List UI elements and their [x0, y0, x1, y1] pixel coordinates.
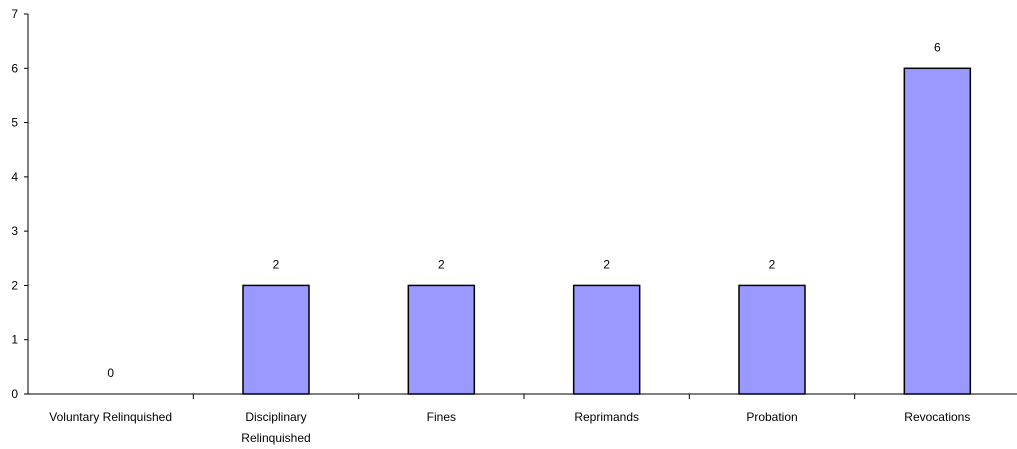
data-labels: 0 2 2 2 2 6 — [107, 40, 941, 380]
y-tick-label: 2 — [11, 278, 18, 292]
category-labels: Voluntary Relinquished Disciplinary Relinq… — [49, 410, 970, 445]
bar — [407, 284, 476, 395]
y-tick-label: 6 — [11, 61, 18, 75]
y-tick-label: 3 — [11, 224, 18, 238]
data-label: 2 — [273, 257, 280, 271]
y-tick-label: 7 — [11, 7, 18, 21]
y-tick-label: 1 — [11, 333, 18, 347]
y-tick-label: 5 — [11, 116, 18, 130]
y-tick-label: 0 — [11, 387, 18, 401]
data-label: 2 — [769, 257, 776, 271]
bar — [572, 284, 641, 395]
x-tick-label: Disciplinary Relinquished — [241, 410, 310, 445]
x-tick-label: Reprimands — [574, 410, 639, 424]
x-tick-label: Revocations — [904, 410, 970, 424]
bars — [242, 67, 972, 395]
data-label: 2 — [438, 257, 445, 271]
data-label: 6 — [934, 40, 941, 54]
bar — [903, 67, 972, 395]
x-tick-label: Fines — [427, 410, 456, 424]
x-axis — [28, 393, 1017, 399]
data-label: 0 — [107, 366, 114, 380]
x-tick-label: Voluntary Relinquished — [49, 410, 172, 424]
y-axis: 0 1 2 3 4 5 6 7 — [11, 7, 29, 401]
bar — [242, 284, 310, 395]
y-tick-label: 4 — [11, 170, 18, 184]
data-label: 2 — [603, 257, 610, 271]
x-tick-label: Probation — [746, 410, 797, 424]
bar — [738, 284, 806, 395]
